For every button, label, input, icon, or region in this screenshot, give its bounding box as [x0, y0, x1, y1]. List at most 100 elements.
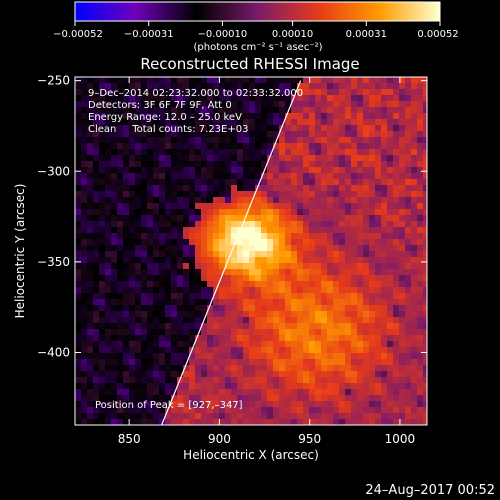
heatmap-cell [327, 389, 334, 396]
heatmap-cell [285, 383, 292, 390]
heatmap-cell [111, 185, 118, 192]
heatmap-cell [207, 257, 214, 264]
heatmap-cell [327, 209, 334, 216]
heatmap-cell [225, 227, 232, 234]
heatmap-cell [141, 335, 148, 342]
heatmap-cell [387, 323, 394, 330]
heatmap-cell [81, 251, 88, 258]
heatmap-cell [243, 113, 250, 120]
heatmap-cell [225, 83, 232, 90]
heatmap-cell [321, 143, 328, 150]
heatmap-cell [285, 221, 292, 228]
heatmap-cell [129, 185, 136, 192]
heatmap-cell [285, 251, 292, 258]
heatmap-cell [159, 179, 166, 186]
heatmap-cell [99, 419, 106, 425]
heatmap-cell [303, 233, 310, 240]
heatmap-cell [243, 191, 250, 198]
heatmap-cell [135, 239, 142, 246]
heatmap-cell [189, 161, 196, 168]
heatmap-cell [213, 347, 220, 354]
heatmap-cell [231, 77, 238, 84]
heatmap-cell [399, 77, 406, 84]
heatmap-cell [405, 131, 412, 138]
heatmap-cell [357, 359, 364, 366]
heatmap-cell [123, 257, 130, 264]
heatmap-cell [255, 167, 262, 174]
heatmap-cell [207, 221, 214, 228]
heatmap-cell [243, 83, 250, 90]
heatmap-cell [237, 203, 244, 210]
heatmap-cell [315, 185, 322, 192]
heatmap-cell [159, 83, 166, 90]
heatmap-cell [111, 269, 118, 276]
heatmap-cell [267, 95, 274, 102]
heatmap-cell [423, 341, 427, 348]
heatmap-cell [201, 323, 208, 330]
heatmap-cell [297, 383, 304, 390]
heatmap-cell [81, 257, 88, 264]
heatmap-cell [99, 95, 106, 102]
heatmap-cell [273, 407, 280, 414]
heatmap-cell [321, 113, 328, 120]
heatmap-cell [135, 281, 142, 288]
heatmap-cell [75, 275, 82, 282]
heatmap-cell [417, 347, 424, 354]
heatmap-cell [351, 323, 358, 330]
heatmap-cell [363, 263, 370, 270]
heatmap-cell [351, 101, 358, 108]
heatmap-cell [207, 161, 214, 168]
heatmap-cell [321, 251, 328, 258]
heatmap-cell [177, 293, 184, 300]
heatmap-cell [75, 95, 82, 102]
heatmap-cell [141, 215, 148, 222]
generation-date: 24–Aug–2017 00:52 [365, 483, 495, 498]
heatmap-cell [249, 377, 256, 384]
heatmap-cell [231, 83, 238, 90]
heatmap-cell [117, 89, 124, 96]
heatmap-cell [255, 323, 262, 330]
heatmap-cell [303, 143, 310, 150]
heatmap-cell [93, 377, 100, 384]
heatmap-cell [387, 311, 394, 318]
heatmap-cell [129, 131, 136, 138]
heatmap-cell [387, 137, 394, 144]
heatmap-cell [243, 419, 250, 425]
heatmap-cell [339, 107, 346, 114]
heatmap-cell [417, 215, 424, 222]
heatmap-cell [393, 173, 400, 180]
heatmap-cell [117, 251, 124, 258]
heatmap-cell [159, 365, 166, 372]
heatmap-cell [81, 377, 88, 384]
heatmap-cell [261, 179, 268, 186]
heatmap-cell [417, 77, 424, 84]
heatmap-cell [117, 161, 124, 168]
heatmap-cell [201, 143, 208, 150]
heatmap-cell [309, 275, 316, 282]
heatmap-cell [387, 203, 394, 210]
heatmap-cell [171, 311, 178, 318]
heatmap-cell [129, 353, 136, 360]
heatmap-cell [99, 209, 106, 216]
heatmap-cell [237, 245, 244, 252]
heatmap-cell [219, 281, 226, 288]
heatmap-cell [111, 119, 118, 126]
heatmap-cell [381, 119, 388, 126]
heatmap-cell [249, 323, 256, 330]
heatmap-cell [411, 143, 418, 150]
heatmap-cell [135, 125, 142, 132]
heatmap-cell [213, 155, 220, 162]
heatmap-cell [267, 383, 274, 390]
heatmap-cell [231, 383, 238, 390]
heatmap-cell [243, 245, 250, 252]
heatmap-cell [255, 311, 262, 318]
heatmap-cell [99, 383, 106, 390]
heatmap-cell [213, 131, 220, 138]
heatmap-cell [267, 299, 274, 306]
heatmap-cell [345, 359, 352, 366]
heatmap-cell [285, 215, 292, 222]
x-tick-label: 950 [298, 432, 321, 446]
heatmap-cell [423, 143, 427, 150]
heatmap-cell [387, 353, 394, 360]
heatmap-cell [279, 395, 286, 402]
